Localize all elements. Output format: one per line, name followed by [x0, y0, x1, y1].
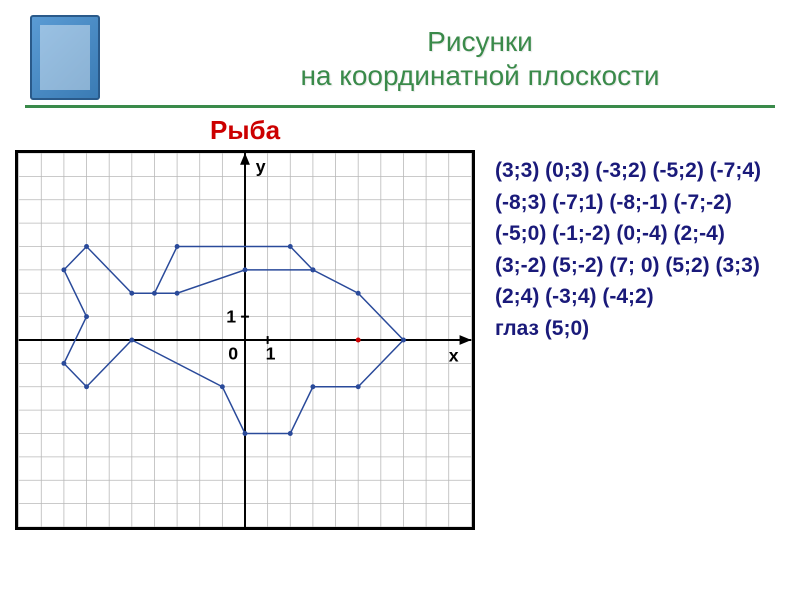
- title-line1: Рисункина координатной плоскости: [300, 26, 659, 91]
- svg-text:1: 1: [266, 344, 276, 364]
- svg-text:у: у: [256, 157, 266, 177]
- eye-coord-label: глаз (5;0): [495, 317, 589, 340]
- book-icon: [30, 15, 100, 100]
- chart-svg: 0 1 1 х у: [18, 153, 472, 527]
- coordinate-chart: 0 1 1 х у: [15, 150, 475, 530]
- coords-text: (3;3) (0;3) (-3;2) (-5;2) (-7;4) (-8;3) …: [495, 159, 761, 308]
- svg-text:х: х: [449, 346, 459, 366]
- page-title: Рисункина координатной плоскости: [180, 25, 780, 92]
- svg-text:1: 1: [226, 307, 236, 327]
- svg-text:0: 0: [228, 344, 238, 364]
- title-underline: [25, 105, 775, 108]
- chart-subtitle: Рыба: [210, 115, 280, 146]
- coordinates-list: (3;3) (0;3) (-3;2) (-5;2) (-7;4) (-8;3) …: [495, 155, 780, 344]
